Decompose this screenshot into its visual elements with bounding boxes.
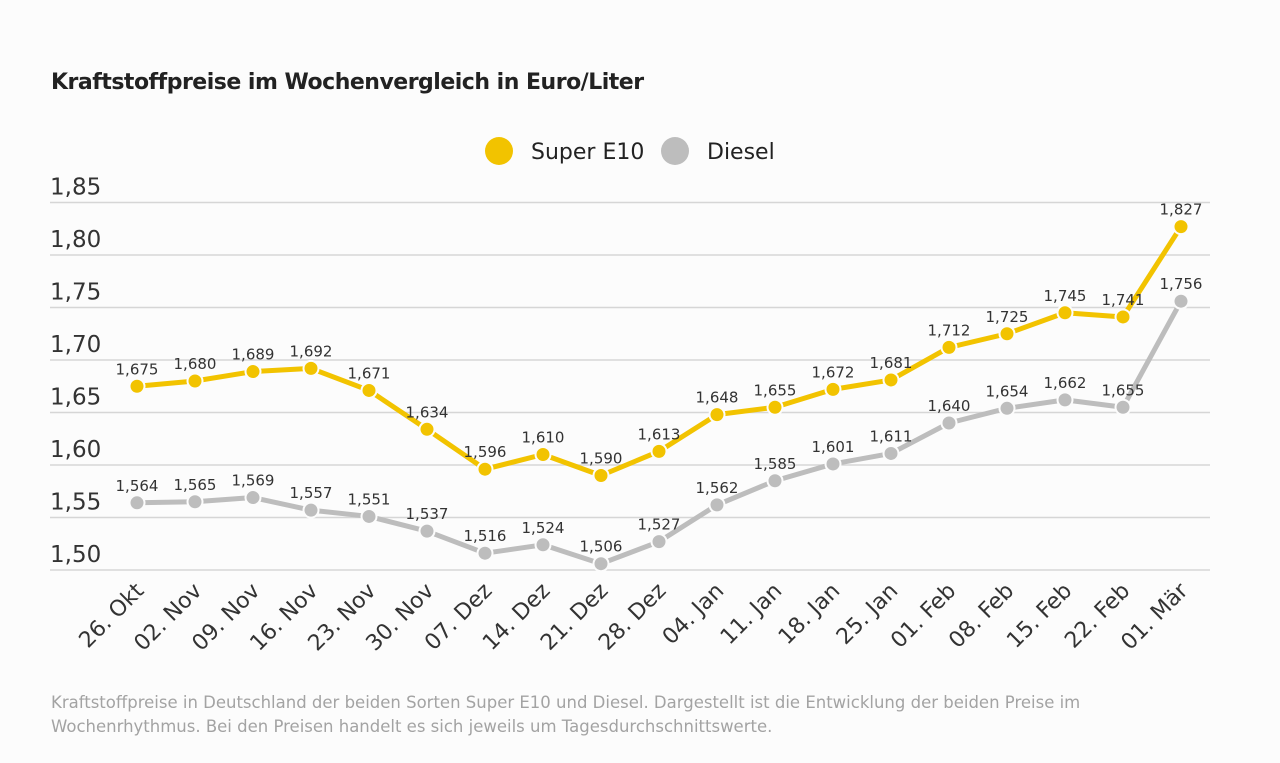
data-label: 1,590 <box>580 450 623 468</box>
legend-marker <box>661 137 689 165</box>
y-tick-label: 1,75 <box>50 280 101 306</box>
data-point <box>940 414 958 432</box>
data-label: 1,648 <box>696 389 739 407</box>
data-point <box>766 472 784 490</box>
legend-label: Diesel <box>707 140 775 165</box>
data-label: 1,672 <box>812 363 855 381</box>
data-point <box>128 377 146 395</box>
data-label: 1,565 <box>174 476 217 494</box>
data-label: 1,610 <box>522 429 565 447</box>
data-point <box>882 371 900 389</box>
data-point <box>476 544 494 562</box>
data-label: 1,680 <box>174 355 217 373</box>
data-label: 1,557 <box>290 484 333 502</box>
chart-footnote: Kraftstoffpreise in Deutschland der beid… <box>51 693 1081 736</box>
data-label: 1,725 <box>986 308 1029 326</box>
y-tick-label: 1,80 <box>50 227 101 253</box>
data-label: 1,745 <box>1044 287 1087 305</box>
data-point <box>708 496 726 514</box>
data-point <box>882 444 900 462</box>
data-point <box>534 536 552 554</box>
y-tick-label: 1,50 <box>50 542 101 568</box>
data-label: 1,655 <box>754 381 797 399</box>
data-point <box>1114 398 1132 416</box>
data-label: 1,671 <box>348 364 391 382</box>
data-label: 1,654 <box>986 382 1029 400</box>
y-tick-label: 1,70 <box>50 332 101 358</box>
data-label: 1,527 <box>638 516 681 534</box>
data-point <box>1056 391 1074 409</box>
x-tick-label: 18. Jan <box>774 579 845 650</box>
data-point <box>824 455 842 473</box>
data-label: 1,662 <box>1044 374 1087 392</box>
data-point <box>476 460 494 478</box>
data-label: 1,551 <box>348 490 391 508</box>
data-point <box>186 493 204 511</box>
y-tick-label: 1,60 <box>50 437 101 463</box>
data-point <box>302 501 320 519</box>
data-label: 1,585 <box>754 455 797 473</box>
data-label: 1,655 <box>1102 381 1145 399</box>
data-label: 1,564 <box>116 477 159 495</box>
chart-title: Kraftstoffpreise im Wochenvergleich in E… <box>51 70 644 95</box>
data-point <box>650 533 668 551</box>
data-label: 1,506 <box>580 538 623 556</box>
y-tick-label: 1,65 <box>50 385 101 411</box>
data-point <box>592 555 610 573</box>
data-point <box>418 522 436 540</box>
data-point <box>998 325 1016 343</box>
data-point <box>186 372 204 390</box>
data-point <box>1114 308 1132 326</box>
data-label: 1,613 <box>638 425 681 443</box>
data-point <box>360 507 378 525</box>
data-label: 1,516 <box>464 527 507 545</box>
data-point <box>302 359 320 377</box>
data-point <box>940 338 958 356</box>
data-label: 1,634 <box>406 403 449 421</box>
data-label: 1,611 <box>870 427 913 445</box>
data-label: 1,741 <box>1102 291 1145 309</box>
data-label: 1,692 <box>290 342 333 360</box>
data-point <box>1172 292 1190 310</box>
x-tick-label: 04. Jan <box>658 579 729 650</box>
data-point <box>1172 218 1190 236</box>
data-label: 1,756 <box>1160 275 1203 293</box>
y-tick-label: 1,55 <box>50 490 101 516</box>
data-point <box>708 406 726 424</box>
data-point <box>1056 304 1074 322</box>
y-tick-label: 1,85 <box>50 175 101 201</box>
data-point <box>534 446 552 463</box>
data-point <box>244 489 262 507</box>
data-label: 1,675 <box>116 360 159 378</box>
data-point <box>244 363 262 381</box>
data-label: 1,537 <box>406 505 449 523</box>
x-tick-label: 11. Jan <box>716 579 787 650</box>
legend-marker <box>485 137 513 165</box>
data-point <box>592 467 610 484</box>
data-label: 1,689 <box>232 346 275 364</box>
data-label: 1,601 <box>812 438 855 456</box>
data-label: 1,681 <box>870 354 913 372</box>
data-label: 1,562 <box>696 479 739 497</box>
data-point <box>998 399 1016 417</box>
data-point <box>824 380 842 398</box>
data-point <box>360 381 378 399</box>
data-label: 1,524 <box>522 519 565 537</box>
data-label: 1,569 <box>232 472 275 490</box>
data-point <box>418 420 436 438</box>
data-label: 1,827 <box>1160 201 1203 219</box>
data-point <box>650 442 668 460</box>
data-label: 1,596 <box>464 443 507 461</box>
data-label: 1,712 <box>928 321 971 339</box>
data-label: 1,640 <box>928 397 971 415</box>
data-point <box>128 494 146 512</box>
legend-label: Super E10 <box>531 140 644 165</box>
data-point <box>766 398 784 416</box>
